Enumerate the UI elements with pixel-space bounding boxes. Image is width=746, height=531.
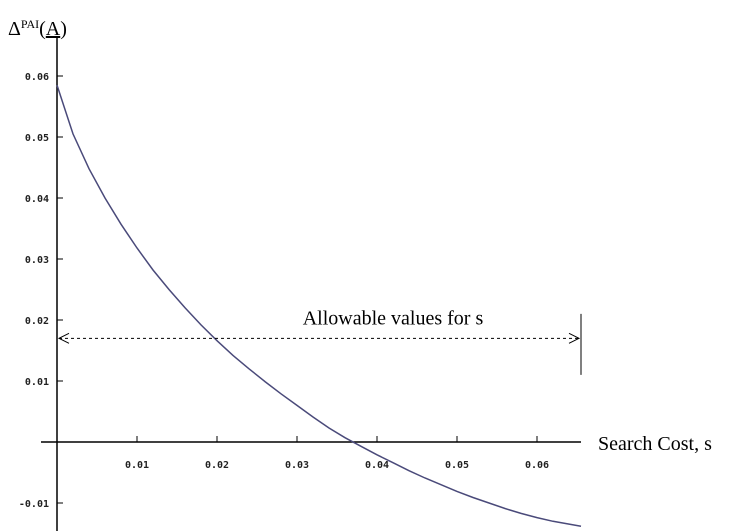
- y-tick-label: 0.06: [25, 72, 49, 83]
- y-tick-label: 0.02: [25, 316, 49, 327]
- y-axis-label-close: ): [60, 18, 67, 40]
- x-axis-label: Search Cost, s: [598, 433, 712, 455]
- x-tick-label: 0.01: [125, 460, 149, 471]
- x-tick-label: 0.03: [285, 460, 309, 471]
- x-tick-label: 0.05: [445, 460, 469, 471]
- x-tick-label: 0.04: [365, 460, 389, 471]
- y-axis-label-arg: A: [46, 18, 61, 40]
- axes: [41, 37, 582, 531]
- y-tick-label: 0.01: [25, 377, 49, 388]
- y-axis-label-symbol: Δ: [8, 18, 21, 40]
- tick-marks: 0.06 0.05 0.04 0.03 0.02 0.01 -0.01 0.01 0.02 0.0…: [19, 72, 549, 510]
- allowable-range-annotation: Allowable values for s: [59, 307, 579, 338]
- y-tick-label: -0.01: [19, 499, 49, 510]
- y-axis-label-open: (: [39, 18, 46, 40]
- y-tick-label: 0.03: [25, 255, 49, 266]
- y-axis-label: ΔPAI(A): [8, 17, 67, 40]
- series-line: [56, 84, 582, 527]
- y-tick-label: 0.05: [25, 133, 49, 144]
- x-tick-label: 0.06: [525, 460, 549, 471]
- y-tick-label: 0.04: [25, 194, 49, 205]
- y-axis-label-superscript: PAI: [21, 17, 39, 31]
- x-tick-label: 0.02: [205, 460, 229, 471]
- allowable-range-label: Allowable values for s: [303, 307, 484, 329]
- series-group: [56, 84, 582, 527]
